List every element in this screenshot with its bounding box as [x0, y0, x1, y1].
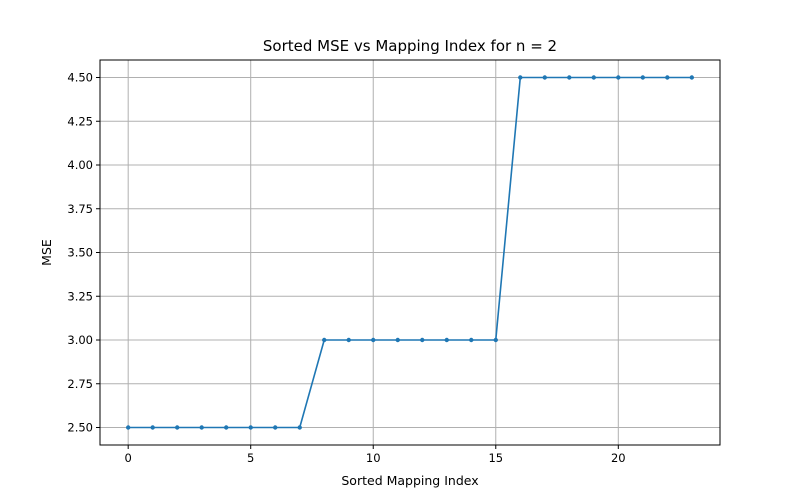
y-tick-label: 3.50: [67, 246, 93, 260]
y-tick-label: 2.50: [67, 421, 93, 435]
data-point: [174, 425, 180, 430]
data-point: [371, 337, 376, 343]
grid: [100, 60, 720, 445]
data-point: [665, 75, 670, 80]
data-point: [542, 75, 547, 80]
series-line: [128, 76, 692, 429]
data-point: [248, 425, 253, 430]
y-axis-label: MSE: [39, 239, 54, 266]
data-point: [199, 425, 204, 430]
data-point: [420, 337, 425, 343]
x-tick-label: 10: [366, 451, 381, 465]
x-tick-label: 15: [488, 451, 503, 465]
x-tick-label: 5: [247, 451, 254, 465]
data-point: [591, 75, 596, 80]
x-tick-label: 20: [611, 451, 626, 465]
data-point: [150, 425, 155, 430]
y-tick-label: 4.00: [67, 158, 93, 172]
axis-ticks: 0 5 10 15 20 2.50 2.75 3.00 3.25 3.50 3.75 4.00 4.25…: [67, 71, 625, 466]
y-tick-label: 3.00: [67, 333, 93, 347]
y-tick-label: 4.25: [67, 114, 93, 128]
y-tick-label: 3.75: [67, 202, 93, 216]
data-point: [125, 425, 131, 430]
data-point: [469, 337, 474, 343]
data-point: [567, 75, 572, 80]
data-point: [273, 425, 278, 430]
y-tick-label: 3.25: [67, 289, 93, 303]
series-layer: [125, 75, 695, 430]
x-tick-label: 0: [125, 451, 132, 465]
data-point: [297, 425, 302, 430]
data-point: [322, 337, 327, 343]
y-tick-label: 2.75: [67, 377, 93, 391]
data-point: [346, 337, 351, 343]
chart-title: Sorted MSE vs Mapping Index for n = 2: [263, 37, 557, 55]
x-axis-label: Sorted Mapping Index: [341, 473, 478, 488]
data-point: [493, 337, 498, 343]
data-point: [224, 425, 229, 430]
data-point: [518, 75, 523, 80]
y-tick-label: 4.50: [67, 71, 93, 85]
data-point: [616, 75, 621, 80]
data-point: [444, 337, 449, 343]
data-point: [640, 75, 646, 80]
data-point: [395, 337, 400, 343]
data-point: [689, 75, 695, 80]
